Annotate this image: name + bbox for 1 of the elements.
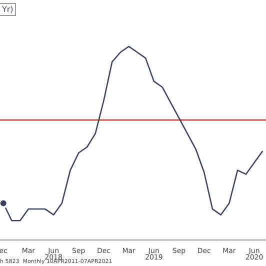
text: Yr)	[0, 3, 16, 16]
